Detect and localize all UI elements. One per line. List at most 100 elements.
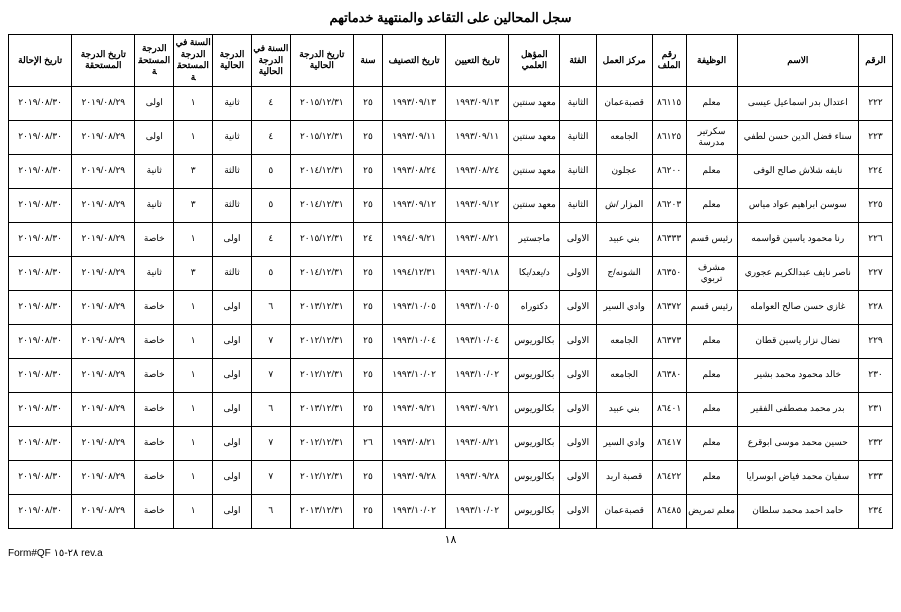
table-cell: اولى xyxy=(213,460,252,494)
table-cell: ١ xyxy=(174,460,213,494)
table-row: ٢٣٢حسين محمد موسى ابوقرعمعلم٨٦٤١٧وادي ال… xyxy=(9,426,893,460)
table-cell: ٢٤ xyxy=(353,222,382,256)
table-cell: ١ xyxy=(174,86,213,120)
retirees-table: الرقمالاسمالوظيفةرقم الملفمركز العملالفئ… xyxy=(8,34,893,529)
table-cell: ٢٠١٩/٠٨/٢٩ xyxy=(72,426,135,460)
table-cell: ١ xyxy=(174,392,213,426)
table-cell: ٢٥ xyxy=(353,188,382,222)
table-cell: د/يعد/يكا xyxy=(509,256,560,290)
table-cell: ٥ xyxy=(251,154,290,188)
table-cell: اعتدال بدر اسماعيل عيسى xyxy=(737,86,858,120)
table-cell: ١٩٩٣/٠٨/٢١ xyxy=(446,426,509,460)
table-cell: ١٩٩٣/٠٩/٢٨ xyxy=(446,460,509,494)
table-cell: ٢٠١٢/١٢/٣١ xyxy=(290,426,353,460)
table-cell: ٦ xyxy=(251,392,290,426)
table-cell: نايفه شلاش صالح الوفى xyxy=(737,154,858,188)
table-cell: ٢٢٥ xyxy=(859,188,893,222)
table-cell: ٢٥ xyxy=(353,256,382,290)
table-cell: ٢٣٣ xyxy=(859,460,893,494)
table-row: ٢٢٤نايفه شلاش صالح الوفىمعلم٨٦٢٠٠عجلونال… xyxy=(9,154,893,188)
table-row: ٢٢٣سناء فضل الدين حسن لطفيسكرتير مدرسة٨٦… xyxy=(9,120,893,154)
table-cell: ١٩٩٣/١٠/٠٢ xyxy=(446,358,509,392)
table-cell: ٢٢٩ xyxy=(859,324,893,358)
table-cell: ٢٥ xyxy=(353,460,382,494)
table-cell: ٨٦٤٢٢ xyxy=(652,460,686,494)
column-header: سنة xyxy=(353,35,382,87)
table-cell: ٢٠١٩/٠٨/٣٠ xyxy=(9,154,72,188)
table-cell: ٨٦١٢٥ xyxy=(652,120,686,154)
table-cell: ١٩٩٣/٠٨/٢٤ xyxy=(383,154,446,188)
table-cell: خاصة xyxy=(135,426,174,460)
table-cell: المزار /ش xyxy=(596,188,652,222)
table-cell: عجلون xyxy=(596,154,652,188)
column-header: رقم الملف xyxy=(652,35,686,87)
table-cell: ٢٠١٩/٠٨/٣٠ xyxy=(9,86,72,120)
table-cell: خاصة xyxy=(135,324,174,358)
table-cell: ١٩٩٣/٠٩/١٣ xyxy=(383,86,446,120)
table-row: ٢٣١بدر محمد مصطفى الفقيرمعلم٨٦٤٠١بني عبي… xyxy=(9,392,893,426)
table-cell: ٧ xyxy=(251,358,290,392)
table-cell: دكتوراه xyxy=(509,290,560,324)
table-cell: ثالثة xyxy=(213,154,252,188)
table-cell: خاصة xyxy=(135,358,174,392)
table-cell: اولى xyxy=(213,358,252,392)
table-cell: الجامعه xyxy=(596,324,652,358)
table-cell: الثانية xyxy=(560,154,596,188)
table-cell: ٢٣٤ xyxy=(859,494,893,528)
table-cell: ٢٠١٩/٠٨/٢٩ xyxy=(72,494,135,528)
table-cell: خاصة xyxy=(135,392,174,426)
table-cell: بكالوريوس xyxy=(509,426,560,460)
table-cell: ٢٠١٩/٠٨/٢٩ xyxy=(72,154,135,188)
table-cell: غازي حسن صالح العوامله xyxy=(737,290,858,324)
table-cell: ٢٠١٩/٠٨/٢٩ xyxy=(72,460,135,494)
column-header: الاسم xyxy=(737,35,858,87)
table-cell: ١٩٩٣/١٠/٠٢ xyxy=(446,494,509,528)
column-header: السنة في الدرجة الحالية xyxy=(251,35,290,87)
table-cell: بكالوريوس xyxy=(509,324,560,358)
table-cell: ٢٢٣ xyxy=(859,120,893,154)
table-cell: اولى xyxy=(135,120,174,154)
table-cell: ١٩٩٣/٠٩/١٢ xyxy=(383,188,446,222)
table-cell: ٢٠١٤/١٢/٣١ xyxy=(290,188,353,222)
table-header-row: الرقمالاسمالوظيفةرقم الملفمركز العملالفئ… xyxy=(9,35,893,87)
table-cell: ١٩٩٤/٠٩/٢١ xyxy=(383,222,446,256)
table-cell: ٢٠١٣/١٢/٣١ xyxy=(290,494,353,528)
table-cell: ١٩٩٣/٠٩/١٣ xyxy=(446,86,509,120)
table-cell: ٢٠١٩/٠٨/٣٠ xyxy=(9,392,72,426)
table-cell: رنا محمود ياسين قواسمه xyxy=(737,222,858,256)
table-cell: ٢٢٦ xyxy=(859,222,893,256)
table-cell: خاصة xyxy=(135,460,174,494)
table-cell: ٢٠١٣/١٢/٣١ xyxy=(290,290,353,324)
table-cell: حامد احمد محمد سلطان xyxy=(737,494,858,528)
table-cell: ١٩٩٣/١٠/٠٤ xyxy=(446,324,509,358)
table-cell: ٢٠١٩/٠٨/٣٠ xyxy=(9,222,72,256)
table-cell: ٢٣١ xyxy=(859,392,893,426)
table-cell: قصبة اربد xyxy=(596,460,652,494)
table-cell: ٢٠١٩/٠٨/٢٩ xyxy=(72,324,135,358)
table-row: ٢٢٦رنا محمود ياسين قواسمهرئيس قسم٨٦٣٣٣بن… xyxy=(9,222,893,256)
table-cell: الاولى xyxy=(560,290,596,324)
table-cell: ٢٥ xyxy=(353,86,382,120)
table-cell: الثانية xyxy=(560,188,596,222)
table-cell: ٨٦٣٧٢ xyxy=(652,290,686,324)
table-cell: وادي السير xyxy=(596,290,652,324)
table-cell: ٨٦١١٥ xyxy=(652,86,686,120)
table-body: ٢٢٢اعتدال بدر اسماعيل عيسىمعلم٨٦١١٥قصبةع… xyxy=(9,86,893,528)
table-cell: بكالوريوس xyxy=(509,460,560,494)
table-cell: ٨٦٣٨٠ xyxy=(652,358,686,392)
table-cell: ٦ xyxy=(251,290,290,324)
table-cell: ١٩٩٣/٠٩/١٢ xyxy=(446,188,509,222)
table-cell: ٢٠١٩/٠٨/٢٩ xyxy=(72,392,135,426)
table-cell: ٢٠١٣/١٢/٣١ xyxy=(290,392,353,426)
table-cell: سفيان محمد فياض ابوسرايا xyxy=(737,460,858,494)
table-cell: ١٩٩٣/١٠/٠٥ xyxy=(446,290,509,324)
table-cell: ١٩٩٣/١٠/٠٤ xyxy=(383,324,446,358)
table-cell: ٧ xyxy=(251,324,290,358)
table-cell: ٢٠١٩/٠٨/٣٠ xyxy=(9,426,72,460)
table-cell: ١٩٩٣/٠٨/٢١ xyxy=(446,222,509,256)
table-cell: ١٩٩٣/١٠/٠٢ xyxy=(383,494,446,528)
page-number: ١٨ xyxy=(8,533,893,546)
table-cell: ٨٦٤٠١ xyxy=(652,392,686,426)
table-cell: اولى xyxy=(213,324,252,358)
table-cell: ٢٠١٢/١٢/٣١ xyxy=(290,324,353,358)
